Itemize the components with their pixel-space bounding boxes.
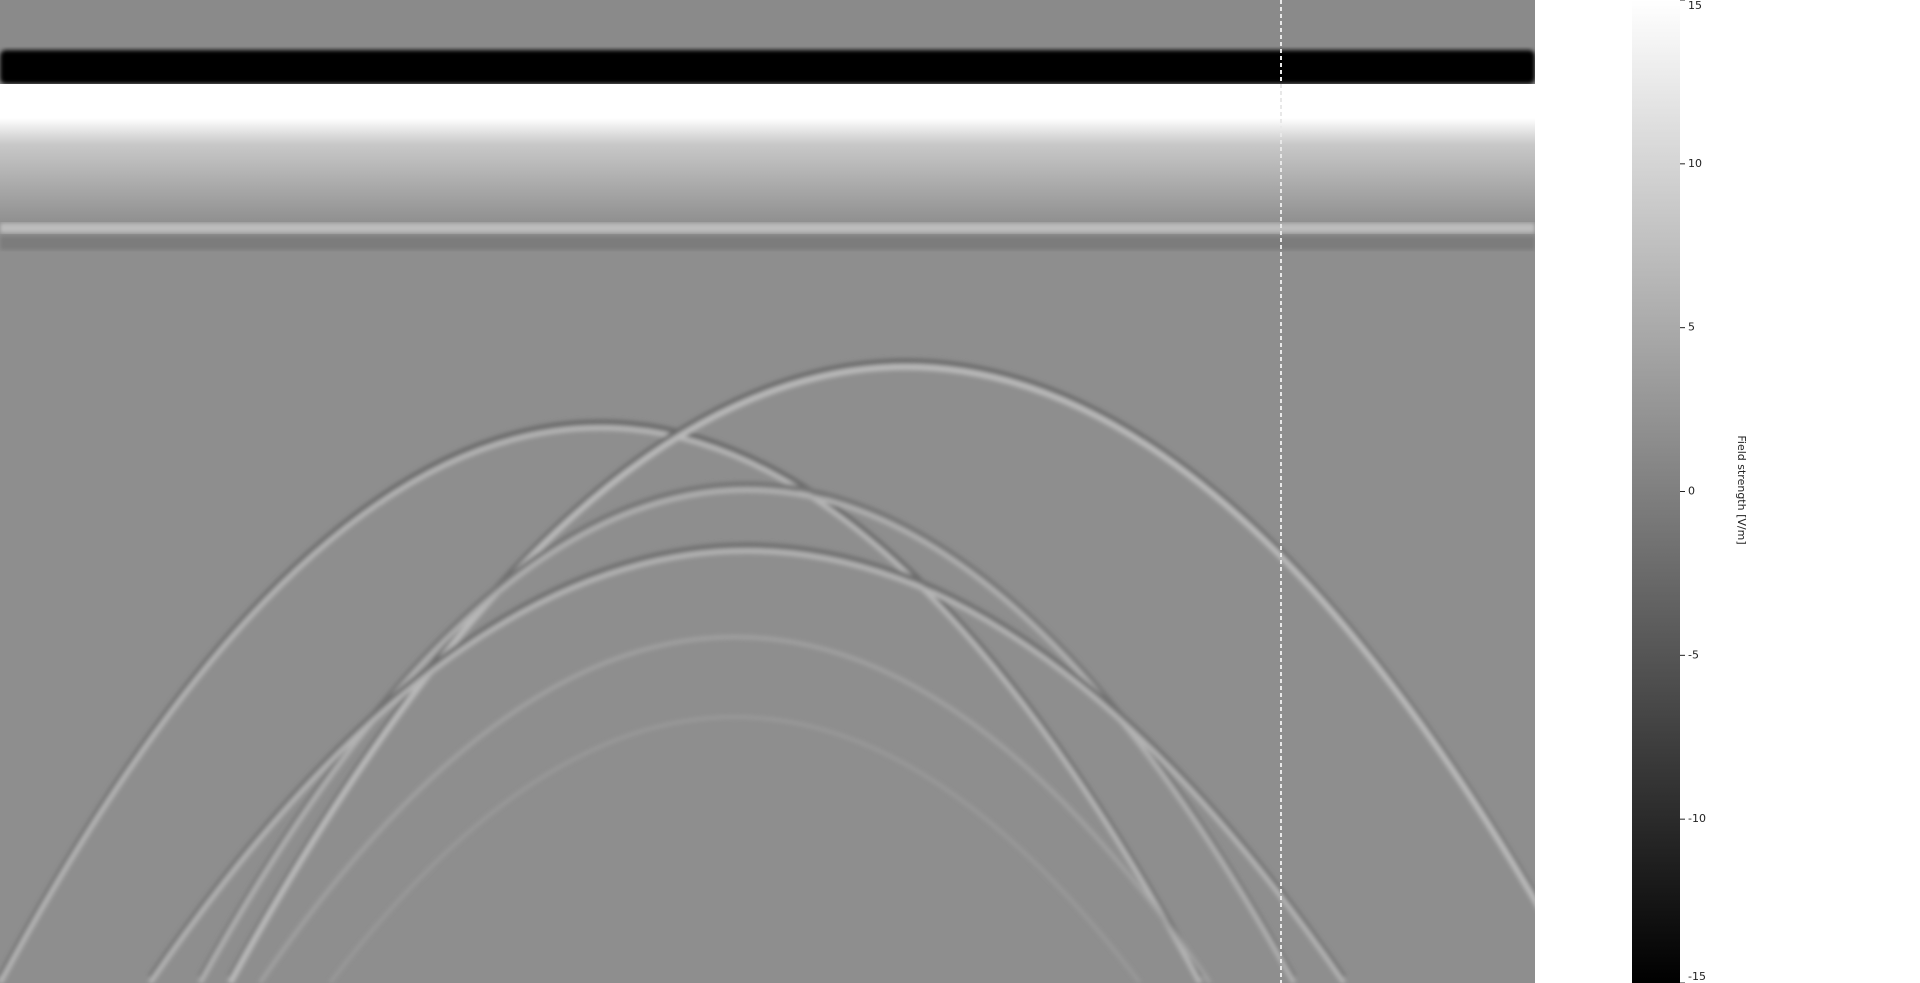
colorbar-tick-label: -10 — [1688, 812, 1706, 825]
colorbar-tick-label: 10 — [1688, 157, 1702, 170]
colorbar-tick-label: 15 — [1688, 0, 1702, 12]
colorbar-tick-label: 5 — [1688, 321, 1695, 334]
colorbar-label: Field strength [V/m] — [1735, 435, 1748, 544]
colorbar-tick-label: -5 — [1688, 648, 1699, 661]
colorbar-tick-label: 0 — [1688, 485, 1695, 498]
b-scan-image — [0, 0, 1535, 983]
colorbar — [1632, 0, 1680, 983]
colorbar-tick-label: -15 — [1688, 970, 1706, 983]
